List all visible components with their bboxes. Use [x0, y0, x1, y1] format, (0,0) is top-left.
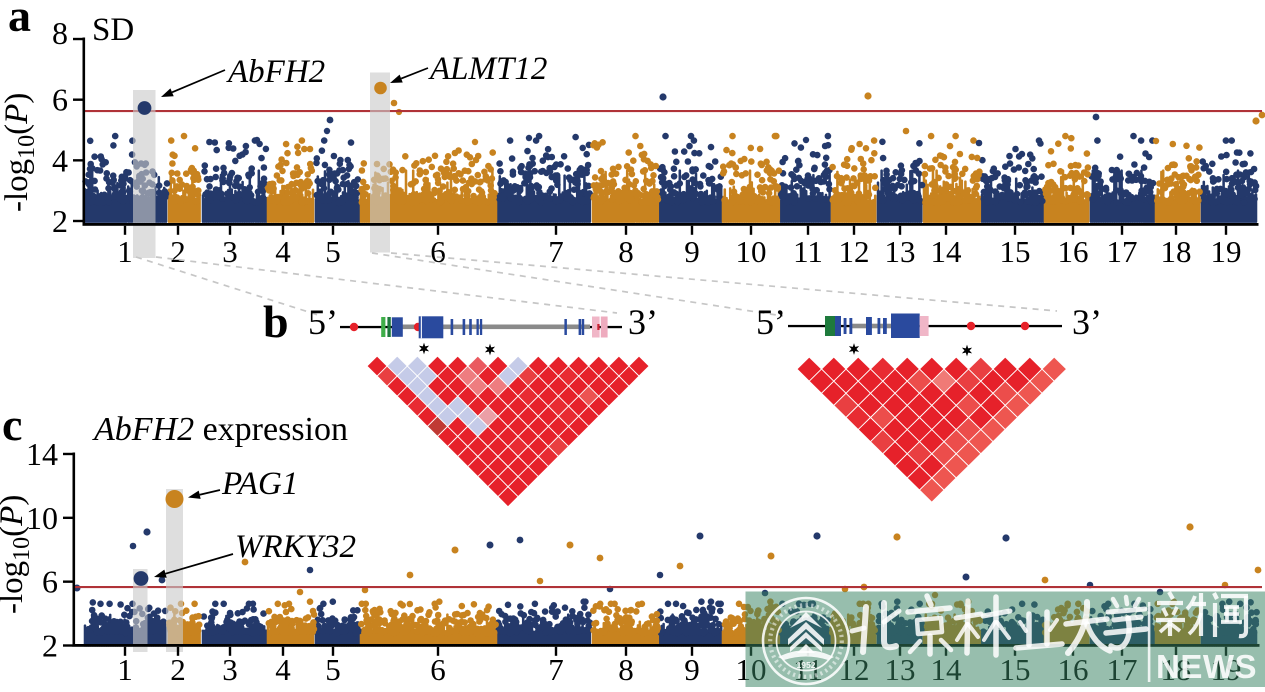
svg-text:10: 10 — [26, 500, 58, 536]
svg-text:NEWS: NEWS — [1156, 648, 1257, 685]
svg-text:1: 1 — [117, 234, 133, 269]
svg-text:17: 17 — [1107, 234, 1138, 269]
svg-text:2: 2 — [170, 234, 186, 269]
svg-text:b: b — [263, 296, 289, 347]
svg-text:8: 8 — [52, 15, 68, 51]
svg-text:9: 9 — [684, 652, 700, 687]
svg-text:8: 8 — [618, 652, 634, 687]
svg-text:4: 4 — [275, 652, 291, 687]
svg-text:PAG1: PAG1 — [221, 466, 298, 502]
svg-text:11: 11 — [793, 234, 823, 269]
svg-text:5’: 5’ — [756, 302, 786, 342]
svg-text:c: c — [2, 399, 22, 450]
svg-text:12: 12 — [839, 234, 870, 269]
svg-text:9: 9 — [684, 234, 700, 269]
svg-text:4: 4 — [275, 234, 291, 269]
svg-text:3: 3 — [222, 234, 238, 269]
svg-text:a: a — [8, 0, 31, 41]
svg-text:6: 6 — [52, 82, 68, 118]
svg-text:1: 1 — [117, 652, 133, 687]
svg-text:1952: 1952 — [797, 660, 816, 670]
svg-text:15: 15 — [1000, 234, 1031, 269]
svg-text:5: 5 — [325, 652, 341, 687]
svg-text:WRKY32: WRKY32 — [235, 529, 356, 565]
svg-text:7: 7 — [548, 652, 564, 687]
svg-text:2: 2 — [170, 652, 186, 687]
svg-text:5’: 5’ — [308, 302, 338, 342]
svg-text:6: 6 — [430, 652, 446, 687]
svg-text:4: 4 — [52, 142, 68, 178]
svg-text:13: 13 — [885, 234, 916, 269]
svg-text:3: 3 — [222, 652, 238, 687]
svg-text:10: 10 — [736, 234, 767, 269]
svg-text:18: 18 — [1161, 234, 1192, 269]
svg-text:2: 2 — [52, 203, 68, 239]
svg-text:3’: 3’ — [1072, 302, 1102, 342]
svg-text:14: 14 — [26, 436, 58, 472]
svg-text:6: 6 — [42, 564, 58, 600]
svg-text:SD: SD — [92, 12, 134, 48]
svg-text:14: 14 — [931, 234, 963, 269]
svg-text:3’: 3’ — [628, 302, 658, 342]
svg-text:5: 5 — [325, 234, 341, 269]
svg-text:AbFH2: AbFH2 — [226, 54, 325, 90]
svg-text:16: 16 — [1058, 234, 1089, 269]
svg-text:2: 2 — [42, 628, 58, 664]
svg-text:ALMT12: ALMT12 — [428, 51, 547, 87]
svg-text:7: 7 — [548, 234, 564, 269]
svg-text:AbFH2 expression: AbFH2 expression — [92, 411, 348, 448]
svg-text:8: 8 — [618, 234, 634, 269]
svg-text:19: 19 — [1211, 234, 1242, 269]
